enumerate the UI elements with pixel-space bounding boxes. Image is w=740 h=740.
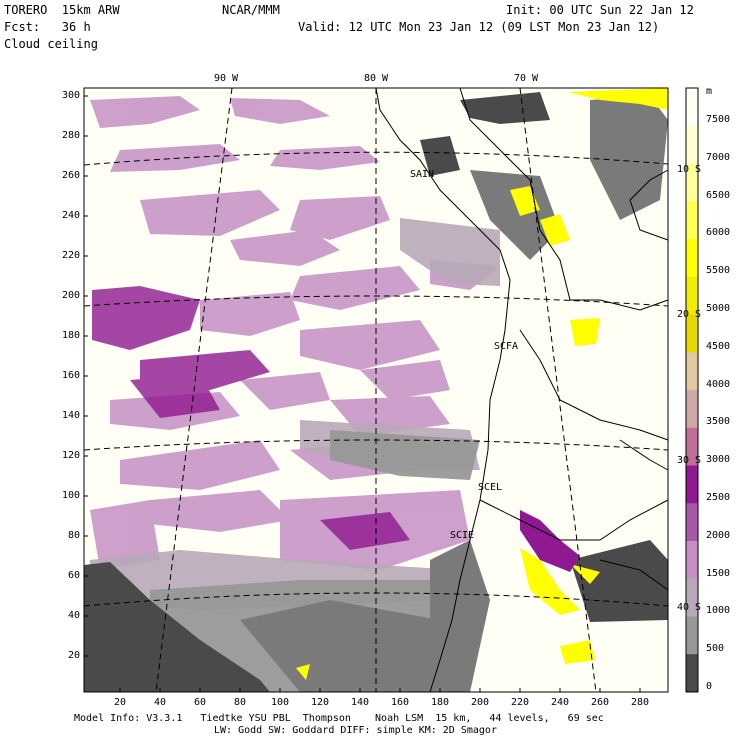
colorbar-unit: m [706,86,713,97]
colorbar-swatch [686,352,698,391]
colorbar-label: 3500 [706,416,731,428]
colorbar-swatch [686,88,698,127]
footer-physics: LW: Godd SW: Goddard DIFF: simple KM: 2D… [214,725,497,736]
init-time: Init: 00 UTC Sun 22 Jan 12 [506,3,694,17]
station-scie: SCIE [450,530,475,541]
colorbar-label: 6000 [706,227,731,239]
lon-label-80w: 80 W [364,73,389,84]
colorbar-swatch [686,465,698,504]
station-sain: SAIN [410,169,435,180]
x-tick-label: 120 [311,697,330,708]
colorbar-label: 6500 [706,189,731,201]
colorbar-swatch [686,427,698,466]
y-tick-label: 20 [68,650,81,661]
colorbar-swatch [686,503,698,542]
y-tick-label: 140 [62,410,81,421]
y-tick-label: 280 [62,130,81,141]
colorbar-label: 7500 [706,114,731,125]
x-tick-label: 80 [234,697,247,708]
colorbar [686,88,698,693]
valid-time: Valid: 12 UTC Mon 23 Jan 12 (09 LST Mon … [298,20,660,34]
lat-label-30s: 30 S [677,455,702,466]
x-tick-label: 100 [271,697,290,708]
footer-model-info: Model Info: V3.3.1 Tiedtke YSU PBL Thomp… [74,713,604,724]
y-tick-label: 300 [62,90,81,101]
colorbar-swatch [686,201,698,240]
x-tick-label: 280 [631,697,650,708]
map-frame [83,87,669,693]
lon-label-70w: 70 W [514,73,539,84]
x-tick-label: 240 [551,697,570,708]
y-tick-label: 40 [68,610,81,621]
colorbar-swatch [686,163,698,202]
x-tick-label: 20 [114,697,127,708]
y-tick-label: 240 [62,210,81,221]
y-tick-label: 200 [62,290,81,301]
axis-ticks [84,95,641,692]
field-name: Cloud ceiling [4,37,98,51]
x-tick-label: 60 [194,697,207,708]
x-tick-label: 260 [591,697,610,708]
y-tick-label: 160 [62,370,81,381]
colorbar-label: 4000 [706,378,731,390]
graticule [84,88,668,692]
colorbar-label: 2500 [706,492,731,503]
lon-label-90w: 90 W [214,73,239,84]
x-tick-label: 220 [511,697,530,708]
x-tick-label: 200 [471,697,490,708]
colorbar-label: 4500 [706,340,731,352]
x-tick-label: 40 [154,697,167,708]
coastline [375,87,669,693]
lat-label-10s: 10 S [677,164,702,175]
colorbar-swatch [686,239,698,278]
colorbar-label: 0 [706,681,713,692]
colorbar-swatch [686,578,698,617]
colorbar-swatch [686,390,698,429]
y-tick-label: 260 [62,170,81,181]
colorbar-swatch [686,541,698,580]
lat-label-40s: 40 S [677,602,702,613]
org-label: NCAR/MMM [222,3,280,17]
colorbar-label: 5500 [706,265,731,277]
forecast-hour: Fcst: 36 h [4,20,91,34]
colorbar-swatch [686,616,698,655]
y-tick-label: 100 [62,490,81,501]
colorbar-swatch [686,125,698,164]
colorbar-swatch [686,276,698,315]
x-tick-label: 140 [351,697,370,708]
colorbar-label: 7000 [706,151,731,163]
x-tick-label: 160 [391,697,410,708]
y-tick-label: 80 [68,530,81,541]
colorbar-label: 3000 [706,454,731,466]
lat-label-20s: 20 S [677,309,702,320]
y-tick-label: 120 [62,450,81,461]
colorbar-label: 500 [706,643,725,655]
colorbar-label: 2000 [706,529,731,541]
colorbar-frame [685,87,699,693]
colorbar-label: 5000 [706,303,731,314]
model-title: TORERO 15km ARW [4,3,120,17]
y-tick-label: 220 [62,250,81,261]
station-scel: SCEL [478,482,503,493]
colorbar-label: 1500 [706,567,731,579]
station-scfa: SCFA [494,341,519,352]
y-tick-label: 60 [68,570,81,581]
colorbar-label: 1000 [706,605,731,617]
colorbar-swatch [686,314,698,353]
cloud-field [84,88,668,692]
x-tick-label: 180 [431,697,450,708]
colorbar-swatch [686,654,698,693]
y-tick-label: 180 [62,330,81,341]
